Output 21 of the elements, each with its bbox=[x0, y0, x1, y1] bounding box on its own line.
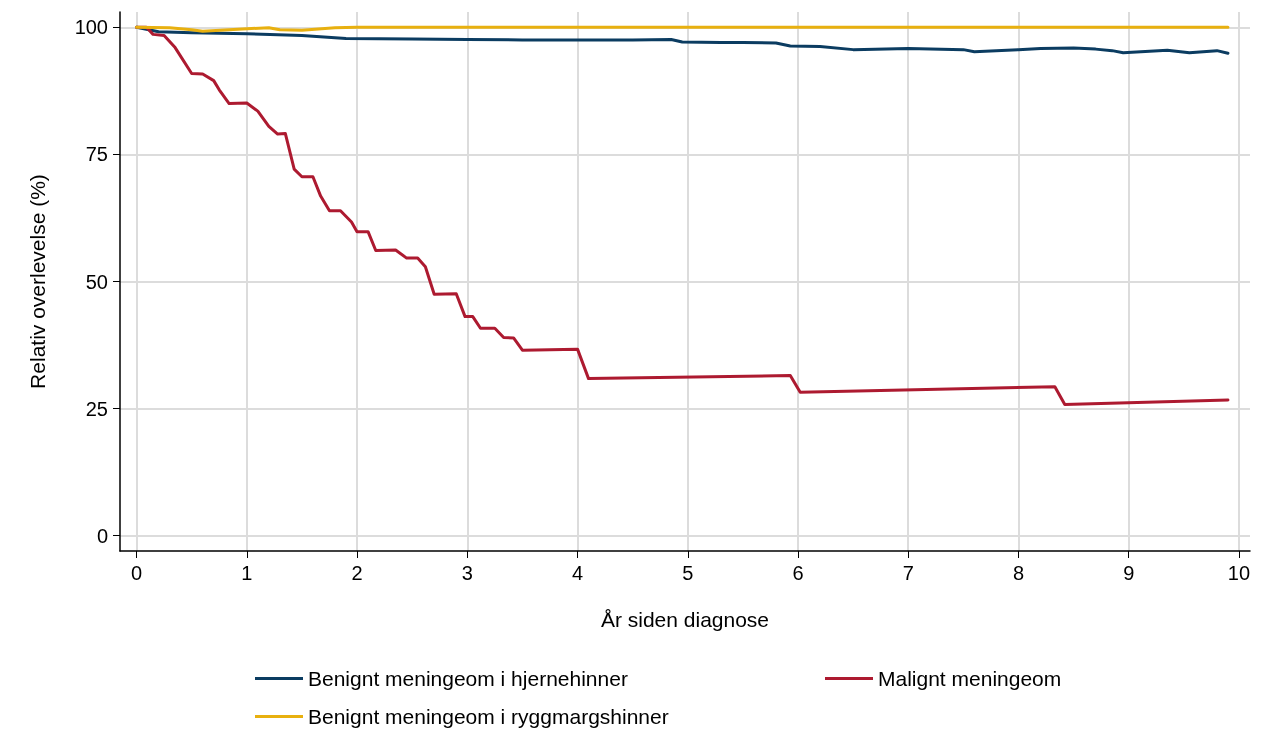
legend-label: Benignt meningeom i ryggmargshinner bbox=[308, 705, 669, 728]
x-tick-label: 2 bbox=[351, 562, 363, 584]
x-tick-label: 3 bbox=[461, 562, 473, 584]
x-tick-label: 10 bbox=[1227, 562, 1251, 584]
x-tick-label: 4 bbox=[571, 562, 584, 584]
y-tick-label: 100 bbox=[74, 16, 108, 39]
x-tick-label: 6 bbox=[792, 562, 804, 584]
legend-label: Benignt meningeom i hjernehinner bbox=[308, 667, 628, 690]
y-tick-label: 0 bbox=[96, 524, 108, 547]
x-axis-title: År siden diagnose bbox=[600, 608, 770, 631]
x-tick-label: 5 bbox=[682, 562, 694, 584]
y-tick-label: 25 bbox=[85, 397, 108, 420]
y-tick-label: 50 bbox=[85, 270, 108, 293]
y-axis-title: Relativ overlevelse (%) bbox=[26, 174, 49, 389]
y-tick-label: 75 bbox=[85, 143, 108, 166]
x-tick-label: 1 bbox=[241, 562, 253, 584]
legend-label: Malignt meningeom bbox=[878, 667, 1062, 690]
x-tick-label: 8 bbox=[1012, 562, 1025, 584]
x-tick-label: 0 bbox=[130, 562, 143, 584]
x-tick-label: 9 bbox=[1123, 562, 1135, 584]
x-tick-label: 7 bbox=[902, 562, 914, 584]
